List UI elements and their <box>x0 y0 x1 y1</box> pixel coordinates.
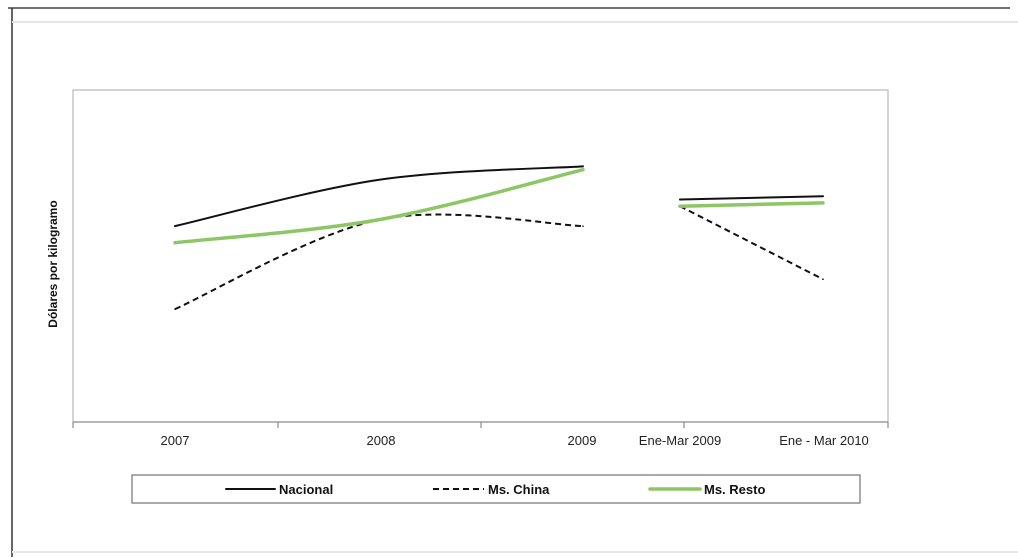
data-point-ms-china-2 <box>582 225 584 227</box>
series-line-nacional-segment-2 <box>679 195 824 201</box>
series-line-ms-china-segment-2 <box>679 205 824 281</box>
data-point-nacional-0 <box>174 225 176 227</box>
legend-label-ms-resto: Ms. Resto <box>704 482 765 497</box>
x-tick-label-0: 2007 <box>161 433 190 448</box>
legend-item-ms-resto: Ms. Resto <box>648 482 765 497</box>
data-point-nacional-2 <box>582 165 584 168</box>
legend-label-nacional: Nacional <box>279 482 333 497</box>
data-point-ms-china-4 <box>822 278 824 281</box>
plot-area <box>72 89 889 423</box>
x-axis-ticks <box>72 422 889 428</box>
series-layer <box>173 165 825 311</box>
data-point-nacional-4 <box>822 195 824 198</box>
data-point-ms-resto-3 <box>679 205 681 207</box>
x-tick-label-3: Ene-Mar 2009 <box>639 433 721 448</box>
legend-item-nacional: Nacional <box>225 482 333 497</box>
legend-label-ms-china: Ms. China <box>488 482 550 497</box>
data-point-ms-resto-4 <box>822 202 824 204</box>
x-axis-tick-labels: 2007 2008 2009 Ene-Mar 2009 Ene - Mar 2010 <box>161 433 869 448</box>
data-point-ms-resto-1 <box>379 218 381 221</box>
data-point-ms-resto-2 <box>582 168 584 171</box>
x-tick-label-1: 2008 <box>367 433 396 448</box>
data-point-ms-china-0 <box>174 308 176 310</box>
y-axis-title: Dólares por kilogramo <box>46 200 60 327</box>
data-point-nacional-3 <box>679 198 681 201</box>
x-tick-label-2: 2009 <box>568 433 597 448</box>
series-line-ms-resto-segment-2 <box>678 201 825 208</box>
legend-item-ms-china: Ms. China <box>433 482 550 497</box>
x-tick-label-4: Ene - Mar 2010 <box>779 433 869 448</box>
data-point-ms-resto-0 <box>174 241 176 244</box>
data-point-nacional-1 <box>379 178 381 181</box>
